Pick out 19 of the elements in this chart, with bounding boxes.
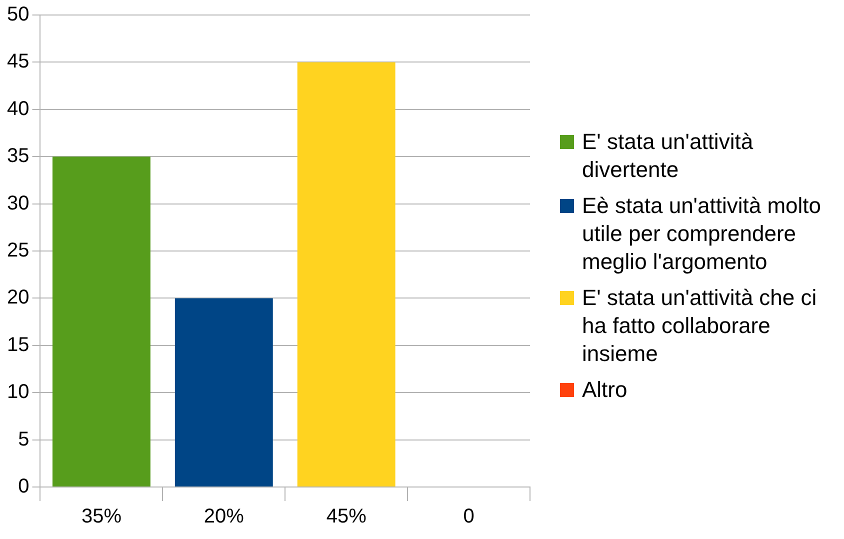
y-tick-label: 10 (6, 381, 30, 404)
y-tick-label: 20 (6, 286, 30, 309)
y-tick-label: 45 (6, 50, 30, 73)
legend-label: E' stata un'attività divertente (582, 128, 754, 184)
y-tick-label: 50 (6, 4, 30, 26)
legend-label: E' stata un'attività che ci ha fatto collaborare insieme (582, 284, 818, 368)
y-tick-label: 0 (18, 476, 30, 498)
y-tick-label: 25 (6, 240, 30, 262)
y-tick-label: 30 (6, 192, 30, 214)
y-tick-label: 5 (18, 428, 30, 450)
x-tick-label: 45% (326, 506, 367, 528)
y-tick-label: 15 (6, 334, 30, 356)
x-tick-label: 35% (81, 506, 122, 528)
x-tick-label: 0 (463, 506, 474, 528)
x-tick-label: 20% (204, 506, 244, 528)
legend-label: Altro (582, 376, 628, 404)
y-tick-label: 40 (6, 98, 30, 120)
legend-label: Eè stata un'attività molto utile per comprendere meglio l'argomento (582, 192, 822, 276)
y-tick-label: 35 (6, 145, 30, 168)
